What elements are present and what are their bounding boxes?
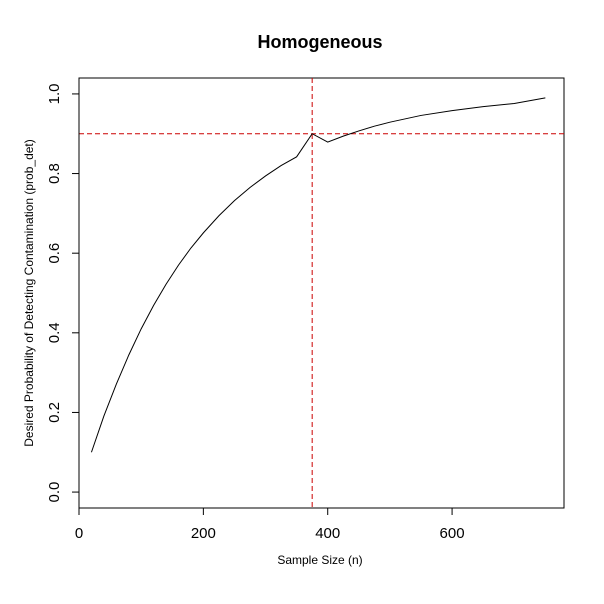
x-tick-label: 400 [315, 525, 340, 542]
reference-lines [79, 78, 564, 508]
chart-title: Homogeneous [257, 32, 382, 52]
y-tick-label: 0.0 [46, 482, 63, 503]
series-layer [90, 97, 546, 453]
x-axis-label: Sample Size (n) [277, 553, 362, 567]
plot-frame [78, 77, 565, 509]
y-axis-label: Desired Probability of Detecting Contami… [22, 139, 36, 447]
y-tick-label: 0.4 [46, 322, 63, 343]
x-tick-label: 200 [191, 525, 216, 542]
y-tick-label: 0.2 [46, 402, 63, 423]
x-tick-label: 600 [440, 525, 465, 542]
y-tick-label: 0.8 [46, 163, 63, 184]
y-axis: 0.0 0.2 0.4 0.6 0.8 1.0 [46, 83, 80, 503]
x-axis: 0 200 400 600 [75, 507, 465, 542]
x-tick-label: 0 [75, 525, 83, 542]
series-line-1 [90, 97, 546, 453]
y-tick-label: 0.6 [46, 243, 63, 264]
y-tick-label: 1.0 [46, 83, 63, 104]
